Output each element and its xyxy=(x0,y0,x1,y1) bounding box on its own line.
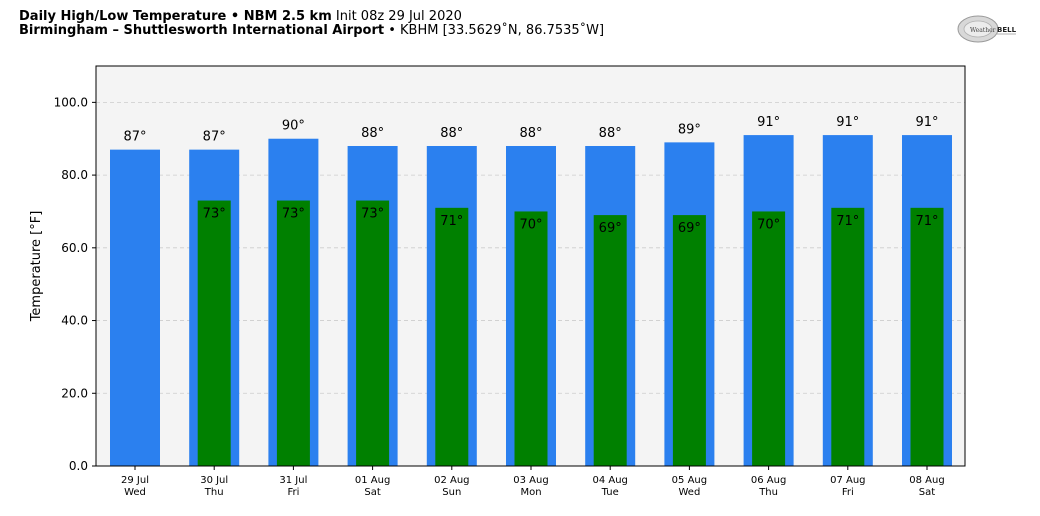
low-bar xyxy=(910,207,944,466)
low-value-label: 73° xyxy=(361,207,384,222)
x-tick-label-date: 02 Aug xyxy=(434,475,469,486)
low-bar xyxy=(514,211,548,466)
low-bar xyxy=(197,200,231,466)
low-value-label: 69° xyxy=(678,221,701,236)
x-tick-label-weekday: Sat xyxy=(919,487,935,498)
high-value-label: 88° xyxy=(440,126,463,141)
chart-title: Daily High/Low Temperature • NBM 2.5 km xyxy=(19,9,332,24)
x-tick-label-weekday: Thu xyxy=(204,487,224,498)
location-name: Birmingham – Shuttlesworth International… xyxy=(19,23,385,38)
y-tick-label: 80.0 xyxy=(61,168,88,182)
x-tick-label-weekday: Wed xyxy=(124,487,146,498)
high-value-label: 90° xyxy=(282,119,305,134)
low-bar xyxy=(276,200,310,466)
chart-title-line: Daily High/Low Temperature • NBM 2.5 km … xyxy=(19,9,462,24)
high-bar xyxy=(110,149,160,467)
low-bar xyxy=(831,207,865,466)
low-value-label: 70° xyxy=(757,217,780,232)
x-tick-label-date: 08 Aug xyxy=(909,475,944,486)
low-bar xyxy=(752,211,786,466)
y-tick-label: 40.0 xyxy=(61,314,88,328)
high-value-label: 91° xyxy=(836,115,859,130)
low-value-label: 71° xyxy=(836,214,859,229)
x-tick-label-date: 01 Aug xyxy=(355,475,390,486)
logo-text-bell: BELL xyxy=(997,26,1017,34)
low-value-label: 69° xyxy=(599,221,622,236)
x-tick-label-date: 07 Aug xyxy=(830,475,865,486)
y-tick-label: 0.0 xyxy=(69,459,88,473)
x-tick-label-weekday: Fri xyxy=(287,487,299,498)
x-tick-label-date: 03 Aug xyxy=(513,475,548,486)
low-bar xyxy=(672,215,706,466)
location-line: Birmingham – Shuttlesworth International… xyxy=(19,23,604,38)
high-value-label: 91° xyxy=(915,115,938,130)
low-bar xyxy=(593,215,627,466)
x-tick-label-weekday: Thu xyxy=(758,487,778,498)
low-value-label: 71° xyxy=(440,214,463,229)
x-tick-label-date: 30 Jul xyxy=(200,475,228,486)
x-tick-label-weekday: Fri xyxy=(842,487,854,498)
low-value-label: 73° xyxy=(203,207,226,222)
location-detail: • KBHM [33.5629˚N, 86.7535˚W] xyxy=(388,23,605,38)
x-tick-label-date: 31 Jul xyxy=(279,475,307,486)
high-value-label: 89° xyxy=(678,122,701,137)
low-value-label: 73° xyxy=(282,207,305,222)
x-tick-label-weekday: Sun xyxy=(442,487,461,498)
low-value-label: 70° xyxy=(519,217,542,232)
high-value-label: 87° xyxy=(123,130,146,145)
x-tick-label-date: 29 Jul xyxy=(121,475,149,486)
logo-text-weather: Weather xyxy=(970,27,996,34)
x-tick-label-date: 06 Aug xyxy=(751,475,786,486)
y-tick-label: 60.0 xyxy=(61,241,88,255)
x-tick-label-weekday: Sat xyxy=(364,487,380,498)
x-tick-label-date: 05 Aug xyxy=(672,475,707,486)
init-time: Init 08z 29 Jul 2020 xyxy=(335,9,462,24)
low-bar xyxy=(356,200,390,466)
y-axis-label: Temperature [°F] xyxy=(29,211,44,323)
weatherbell-logo: Weather BELL xyxy=(957,15,1017,43)
low-bar xyxy=(435,207,469,466)
x-tick-label-weekday: Wed xyxy=(678,487,700,498)
high-value-label: 88° xyxy=(519,126,542,141)
high-value-label: 88° xyxy=(599,126,622,141)
x-tick-label-weekday: Mon xyxy=(520,487,541,498)
x-tick-label-weekday: Tue xyxy=(601,487,619,498)
low-value-label: 71° xyxy=(915,214,938,229)
y-tick-label: 20.0 xyxy=(61,386,88,400)
high-value-label: 87° xyxy=(203,130,226,145)
high-value-label: 88° xyxy=(361,126,384,141)
high-value-label: 91° xyxy=(757,115,780,130)
x-tick-label-date: 04 Aug xyxy=(592,475,627,486)
y-tick-label: 100.0 xyxy=(54,95,88,109)
